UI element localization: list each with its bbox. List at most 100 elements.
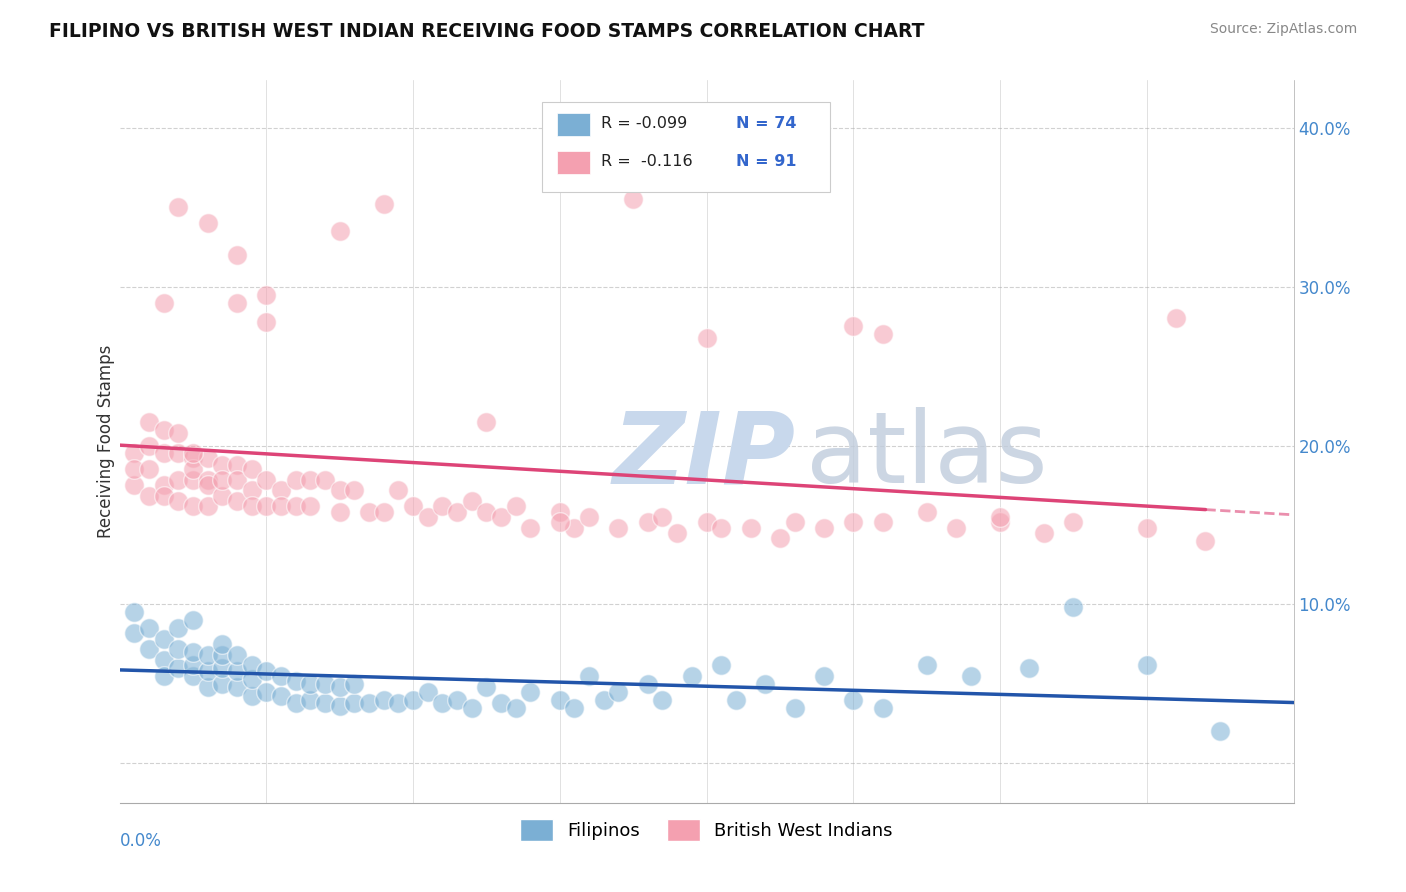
Point	[211, 661, 233, 675]
Point	[548, 692, 571, 706]
Point	[519, 521, 541, 535]
Point	[181, 451, 204, 466]
Point	[945, 521, 967, 535]
Point	[432, 696, 454, 710]
Point	[167, 494, 190, 508]
Point	[181, 446, 204, 460]
Point	[197, 474, 219, 488]
Point	[284, 696, 307, 710]
Point	[167, 425, 190, 440]
Text: Source: ZipAtlas.com: Source: ZipAtlas.com	[1209, 22, 1357, 37]
Point	[152, 489, 174, 503]
Point	[651, 510, 673, 524]
Point	[754, 676, 776, 690]
Point	[1062, 515, 1084, 529]
Point	[254, 315, 277, 329]
Point	[637, 515, 659, 529]
Point	[211, 489, 233, 503]
Point	[959, 669, 981, 683]
Point	[783, 515, 806, 529]
Point	[167, 446, 190, 460]
Point	[519, 684, 541, 698]
Point	[167, 661, 190, 675]
Point	[211, 637, 233, 651]
Point	[357, 696, 380, 710]
Point	[181, 474, 204, 488]
Point	[254, 684, 277, 698]
Point	[592, 692, 614, 706]
Point	[270, 690, 292, 704]
Point	[122, 605, 145, 619]
Point	[637, 676, 659, 690]
Point	[842, 692, 865, 706]
Point	[167, 641, 190, 656]
Point	[343, 483, 366, 497]
Point	[254, 287, 277, 301]
Point	[181, 613, 204, 627]
Point	[1018, 661, 1040, 675]
Point	[343, 696, 366, 710]
Point	[122, 462, 145, 476]
Point	[181, 657, 204, 672]
Point	[152, 632, 174, 647]
Point	[181, 645, 204, 659]
Point	[373, 197, 395, 211]
Point	[240, 672, 263, 686]
Point	[402, 499, 425, 513]
Point	[769, 531, 792, 545]
Point	[138, 438, 160, 452]
Point	[872, 700, 894, 714]
Point	[724, 692, 747, 706]
Point	[461, 700, 484, 714]
Text: N = 91: N = 91	[735, 154, 796, 169]
Point	[621, 193, 644, 207]
Point	[329, 698, 352, 713]
Point	[197, 478, 219, 492]
Point	[299, 676, 322, 690]
Point	[284, 499, 307, 513]
FancyBboxPatch shape	[557, 112, 591, 136]
Point	[872, 515, 894, 529]
Point	[548, 515, 571, 529]
Point	[122, 446, 145, 460]
Point	[225, 664, 249, 678]
Point	[696, 515, 718, 529]
Point	[343, 676, 366, 690]
Point	[373, 505, 395, 519]
Point	[225, 680, 249, 694]
Point	[783, 700, 806, 714]
Point	[607, 684, 630, 698]
Point	[225, 248, 249, 262]
Point	[329, 505, 352, 519]
Point	[299, 692, 322, 706]
Point	[211, 648, 233, 662]
Point	[197, 648, 219, 662]
Point	[416, 684, 439, 698]
Text: ZIP: ZIP	[613, 408, 796, 505]
Point	[564, 700, 586, 714]
Text: N = 74: N = 74	[735, 116, 796, 131]
Point	[548, 505, 571, 519]
Point	[842, 515, 865, 529]
Point	[578, 669, 600, 683]
Point	[681, 669, 703, 683]
Point	[284, 474, 307, 488]
Point	[240, 462, 263, 476]
Point	[138, 415, 160, 429]
Point	[489, 510, 512, 524]
Point	[489, 696, 512, 710]
Point	[710, 657, 733, 672]
Point	[475, 680, 498, 694]
Point	[1062, 600, 1084, 615]
Point	[138, 462, 160, 476]
Point	[138, 621, 160, 635]
Point	[167, 474, 190, 488]
Y-axis label: Receiving Food Stamps: Receiving Food Stamps	[97, 345, 115, 538]
Point	[181, 669, 204, 683]
Point	[813, 521, 835, 535]
Point	[299, 499, 322, 513]
Point	[578, 510, 600, 524]
Point	[152, 295, 174, 310]
Point	[225, 295, 249, 310]
Point	[211, 458, 233, 472]
